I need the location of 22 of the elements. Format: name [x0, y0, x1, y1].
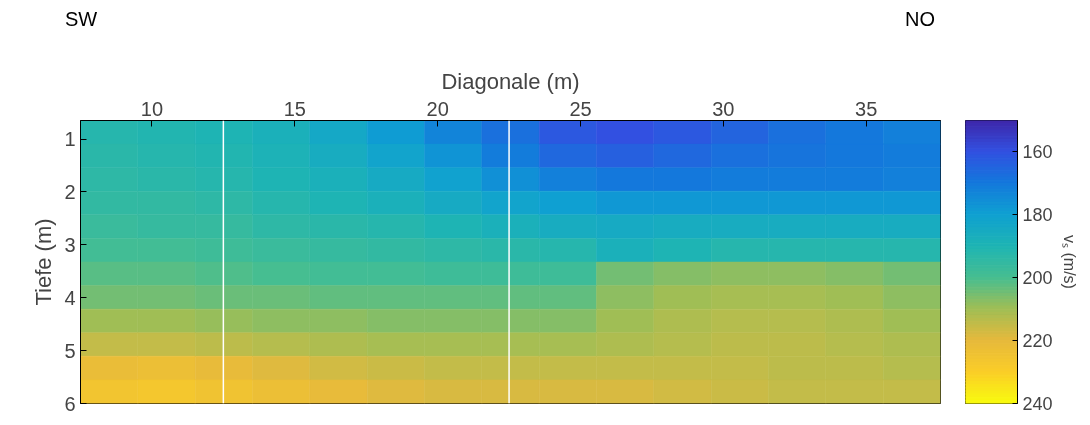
y-tick-label: 1 [64, 128, 76, 151]
color-bar-label: 240 [1022, 394, 1053, 414]
y-tick-label: 5 [64, 339, 76, 362]
y-tick-label: 4 [64, 286, 76, 309]
color-bar-label: 160 [1022, 142, 1053, 163]
text: SW [65, 7, 98, 32]
y-tick-label: 6 [64, 392, 76, 415]
x-tick-label: 20 [426, 97, 449, 120]
x-tick-label: 25 [569, 97, 592, 120]
y-tick-label: 3 [64, 233, 76, 256]
text: NO [905, 7, 935, 32]
x-tick-label: 15 [283, 97, 306, 120]
x-tick-label: 30 [712, 97, 735, 120]
x-tick-label: 35 [855, 97, 878, 120]
color-bar-label: 220 [1022, 331, 1053, 352]
color-bar-label: 200 [1022, 268, 1053, 289]
color-bar-title: vₛ (m/s) [1060, 235, 1078, 289]
x-axis-title: Diagonale (m) [441, 68, 580, 94]
color-bar-label: 180 [1022, 205, 1053, 226]
y-axis-title: Tiefe (m) [31, 218, 57, 306]
y-tick-label: 2 [64, 180, 76, 203]
x-tick-label: 10 [140, 97, 164, 120]
